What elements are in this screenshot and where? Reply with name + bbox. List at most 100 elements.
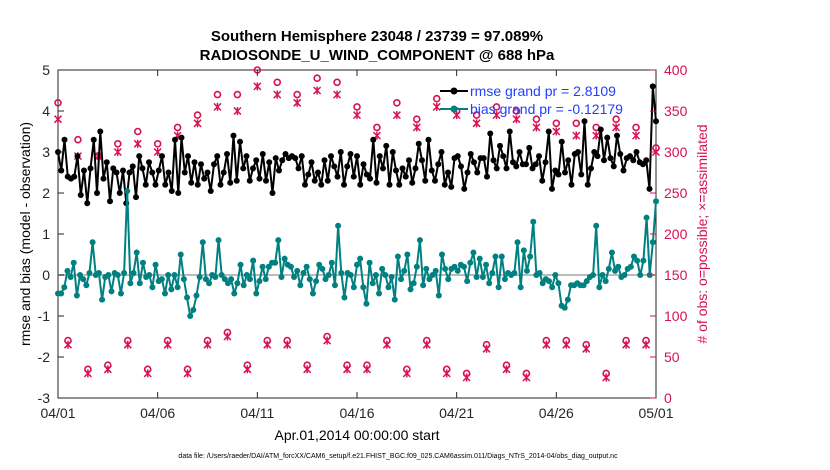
bias-point xyxy=(382,272,389,278)
obs-assimilated-marker xyxy=(233,106,242,116)
bias-point xyxy=(643,214,650,221)
obs-assimilated-marker xyxy=(183,369,192,378)
rmse-point xyxy=(328,153,334,160)
obs-assimilated-marker xyxy=(492,111,501,120)
bias-point xyxy=(341,294,348,301)
obs-assimilated-marker xyxy=(422,340,431,349)
bias-point xyxy=(561,304,568,311)
rmse-point xyxy=(506,128,513,135)
rmse-point xyxy=(71,173,78,180)
rmse-point xyxy=(588,165,594,172)
obs-possible-marker xyxy=(353,103,361,111)
bias-point xyxy=(67,274,74,281)
rmse-point xyxy=(201,175,208,182)
rmse-point xyxy=(276,167,282,174)
bias-point xyxy=(212,274,219,281)
bias-point xyxy=(653,198,659,205)
bias-point xyxy=(124,187,131,194)
rmse-point xyxy=(227,179,234,186)
obs-assimilated-marker xyxy=(263,340,272,349)
obs-possible-marker xyxy=(432,94,441,103)
obs-possible-marker xyxy=(512,107,521,115)
bias-point xyxy=(177,251,184,258)
rmse-point xyxy=(497,142,503,149)
rmse-point xyxy=(155,167,162,174)
bias-point xyxy=(347,272,354,278)
obs-possible-marker xyxy=(213,90,222,99)
obs-assimilated-marker xyxy=(392,111,401,120)
rmse-point xyxy=(272,155,279,162)
bias-point xyxy=(240,282,247,289)
rmse-point xyxy=(461,185,468,192)
bias-point xyxy=(99,296,106,303)
bias-point xyxy=(64,267,71,274)
rmse-point xyxy=(376,153,383,160)
bias-point xyxy=(407,286,414,293)
rmse-point xyxy=(211,161,217,168)
x-tick-label: 04/26 xyxy=(539,405,574,421)
y-tick-label-right: 300 xyxy=(664,144,688,160)
rmse-point xyxy=(607,155,614,162)
bias-point xyxy=(278,274,285,281)
bias-point xyxy=(354,261,360,268)
bias-point xyxy=(316,261,323,268)
obs-assimilated-marker xyxy=(343,365,352,374)
bias-point xyxy=(634,257,641,264)
bias-point xyxy=(464,278,471,285)
obs-assimilated-marker xyxy=(632,131,641,140)
bias-point xyxy=(224,280,231,287)
rmse-point xyxy=(224,151,230,158)
rmse-point xyxy=(610,163,617,170)
rmse-point xyxy=(185,153,191,160)
bias-point xyxy=(322,276,329,283)
bias-point xyxy=(319,265,326,272)
rmse-point xyxy=(545,128,552,135)
bias-point xyxy=(385,284,392,291)
rmse-point xyxy=(516,149,523,155)
rmse-point xyxy=(168,187,175,194)
rmse-point xyxy=(263,177,269,184)
rmse-point xyxy=(653,118,659,125)
rmse-point xyxy=(386,181,393,188)
bias-point xyxy=(590,272,597,278)
bias-point xyxy=(231,290,238,297)
obs-assimilated-marker xyxy=(143,369,152,378)
rmse-point xyxy=(503,165,510,172)
bias-point xyxy=(640,257,647,264)
rmse-point xyxy=(467,151,474,158)
bias-point xyxy=(637,272,644,278)
rmse-point xyxy=(558,138,565,145)
bias-point xyxy=(350,284,357,291)
bias-point xyxy=(404,251,411,258)
y-tick-label-right: 50 xyxy=(664,349,680,365)
bias-point xyxy=(294,267,301,274)
rmse-point xyxy=(204,169,211,176)
y-axis-label-right: # of obs: o=possible; ×=assimilated xyxy=(694,124,710,343)
rmse-point xyxy=(61,136,68,143)
obs-assimilated-marker xyxy=(512,115,521,124)
bias-point xyxy=(649,239,656,246)
bias-point xyxy=(338,269,345,276)
rmse-point xyxy=(250,165,256,172)
rmse-point xyxy=(337,149,344,155)
rmse-point xyxy=(428,167,435,174)
rmse-point xyxy=(643,157,650,164)
bias-point xyxy=(360,284,367,291)
rmse-point xyxy=(110,165,117,172)
rmse-point xyxy=(627,153,633,160)
bias-point xyxy=(89,239,96,246)
rmse-point xyxy=(562,169,568,176)
bias-point xyxy=(398,276,405,283)
bias-point xyxy=(438,251,445,258)
bias-point xyxy=(593,222,600,229)
bias-point xyxy=(165,272,172,278)
rmse-point xyxy=(178,134,185,141)
bias-point xyxy=(608,249,615,256)
bias-point xyxy=(228,276,235,283)
obs-assimilated-marker xyxy=(622,340,631,349)
rmse-point xyxy=(640,161,646,168)
rmse-point xyxy=(302,181,308,188)
rmse-point xyxy=(646,185,653,192)
obs-possible-marker xyxy=(612,115,620,123)
bias-point xyxy=(335,222,342,229)
